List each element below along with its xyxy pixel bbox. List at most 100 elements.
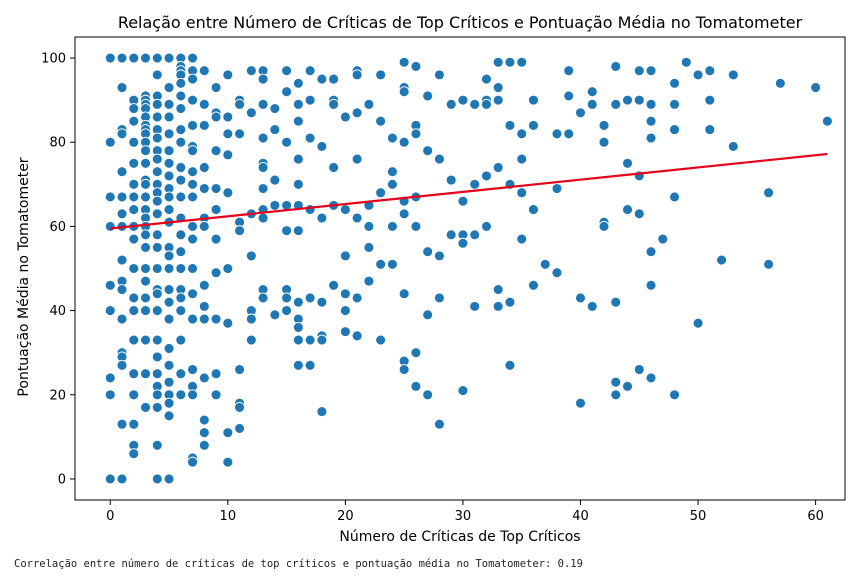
data-point	[210, 82, 222, 93]
data-point	[481, 98, 492, 110]
data-point	[128, 263, 140, 274]
y-tick-label: 60	[49, 220, 66, 235]
data-point	[269, 309, 281, 321]
data-point	[481, 170, 492, 182]
data-point	[281, 86, 293, 98]
data-point	[245, 107, 257, 119]
data-point	[210, 183, 222, 194]
data-point	[151, 473, 163, 485]
data-point	[586, 86, 598, 98]
data-point	[198, 439, 210, 451]
data-point	[292, 178, 304, 190]
data-point	[281, 292, 293, 304]
data-point	[187, 145, 199, 157]
data-point	[292, 321, 304, 333]
data-point	[257, 183, 269, 194]
data-point	[151, 98, 163, 110]
data-point	[433, 153, 445, 165]
data-point	[234, 225, 246, 237]
data-point	[257, 132, 269, 144]
data-point	[339, 326, 351, 338]
data-point	[610, 98, 622, 110]
y-tick-label: 40	[49, 304, 66, 319]
x-tick-label: 30	[455, 509, 472, 524]
data-point	[304, 292, 316, 304]
data-point	[269, 174, 281, 186]
data-point	[175, 77, 187, 89]
data-point	[128, 157, 140, 169]
data-point	[363, 220, 375, 232]
data-point	[363, 242, 375, 253]
regression-line	[110, 152, 828, 230]
data-point	[504, 56, 516, 68]
data-point	[234, 364, 246, 375]
data-point	[151, 389, 163, 401]
data-point	[163, 473, 175, 485]
data-point	[598, 119, 610, 131]
data-point	[339, 250, 351, 262]
data-point	[492, 162, 504, 173]
data-point	[422, 90, 434, 102]
data-point	[175, 162, 187, 173]
data-point	[163, 145, 175, 157]
data-point	[528, 204, 539, 216]
x-tick-label: 40	[572, 509, 589, 524]
data-point	[504, 359, 516, 371]
data-point	[151, 401, 163, 413]
data-point	[304, 94, 316, 106]
data-point	[586, 98, 598, 110]
data-point	[622, 94, 633, 106]
data-point	[422, 145, 434, 157]
data-point	[516, 187, 528, 199]
data-point	[187, 364, 199, 375]
y-tick-label: 100	[41, 52, 66, 67]
data-point	[492, 56, 504, 68]
data-point	[222, 187, 234, 199]
data-point	[187, 220, 199, 232]
correlation-output: Correlação entre número de críticas de t…	[14, 558, 583, 570]
data-point	[104, 372, 116, 384]
data-point	[163, 250, 175, 262]
data-point	[163, 343, 175, 354]
data-point	[187, 263, 199, 274]
data-point	[598, 220, 610, 232]
data-point	[386, 178, 398, 190]
data-point	[151, 195, 163, 207]
data-point	[116, 313, 128, 325]
data-point	[551, 183, 563, 194]
data-point	[140, 52, 151, 64]
data-point	[410, 380, 422, 392]
data-point	[269, 199, 281, 211]
data-point	[128, 103, 140, 115]
data-point	[104, 305, 116, 317]
data-point	[198, 220, 210, 232]
data-point	[304, 132, 316, 144]
data-point	[704, 94, 716, 106]
data-point	[481, 73, 492, 85]
data-point	[175, 305, 187, 317]
data-point	[128, 178, 140, 190]
data-point	[633, 208, 645, 220]
data-point	[234, 422, 246, 434]
data-point	[375, 69, 387, 81]
data-point	[281, 136, 293, 148]
data-point	[563, 65, 575, 77]
data-point	[610, 61, 622, 72]
data-point	[187, 456, 199, 468]
data-point	[187, 52, 199, 64]
data-point	[457, 94, 469, 106]
data-point	[528, 119, 539, 131]
data-point	[140, 334, 151, 346]
data-point	[163, 359, 175, 371]
data-point	[140, 368, 151, 380]
data-point	[422, 309, 434, 321]
data-point	[210, 111, 222, 123]
data-point	[316, 212, 328, 224]
data-point	[469, 178, 481, 190]
data-point	[198, 313, 210, 325]
data-point	[457, 237, 469, 249]
x-tick-label: 60	[807, 509, 824, 524]
data-point	[128, 52, 140, 64]
data-point	[140, 292, 151, 304]
data-point	[339, 111, 351, 123]
